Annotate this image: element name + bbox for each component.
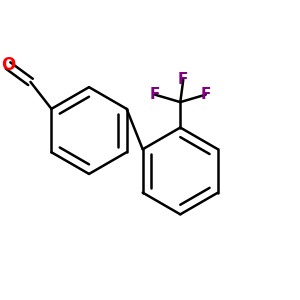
Text: F: F [200,87,211,102]
Text: F: F [150,87,160,102]
Text: F: F [178,72,188,87]
Text: O: O [1,56,15,74]
